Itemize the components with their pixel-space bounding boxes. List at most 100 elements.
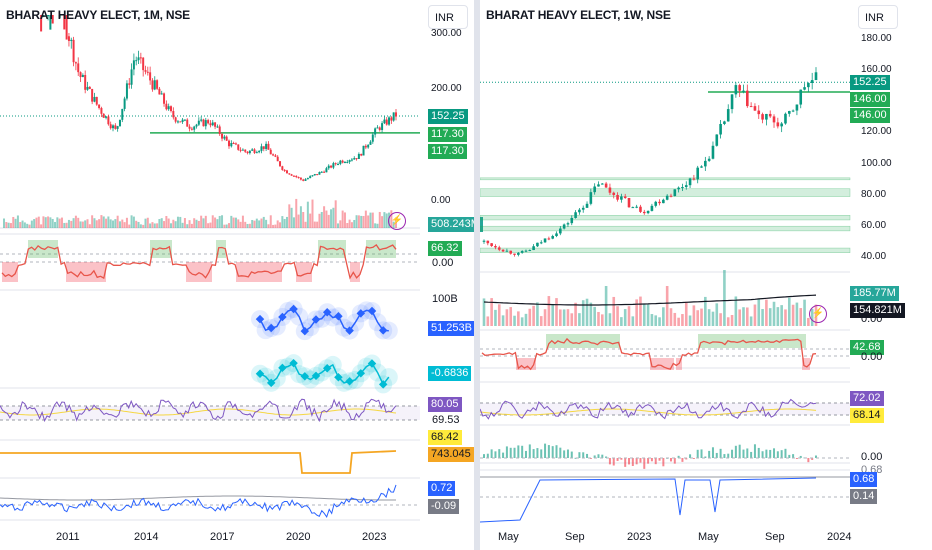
price-candle	[260, 146, 263, 151]
volume-bar	[95, 220, 98, 228]
price-candle	[246, 151, 249, 154]
right-chart-canvas[interactable]	[480, 0, 932, 550]
volume-bar	[81, 221, 84, 228]
volume-bar	[202, 218, 205, 228]
volume-bar	[216, 219, 219, 228]
price-candle	[357, 153, 360, 159]
volume-bar	[662, 307, 665, 326]
left-corr-badge: 0.72	[428, 481, 456, 496]
volume-bar	[654, 315, 658, 326]
price-candle	[218, 126, 221, 134]
left-currency-button[interactable]: INR	[428, 5, 468, 29]
cum-cyan-marker	[356, 369, 366, 378]
right-price-tick: 60.00	[861, 220, 887, 231]
lightning-icon[interactable]: ⚡	[388, 212, 406, 230]
histogram-bar	[692, 458, 695, 459]
histogram-bar	[761, 451, 764, 458]
price-candle	[593, 186, 596, 193]
price-candle	[723, 121, 726, 124]
volume-bar	[517, 311, 520, 326]
volume-bar	[88, 224, 91, 228]
right-currency-button[interactable]: INR	[858, 5, 898, 29]
price-candle	[730, 94, 734, 110]
price-candle	[146, 71, 149, 73]
volume-bar	[787, 297, 791, 326]
cum-blue-marker	[266, 323, 276, 333]
price-candle	[362, 145, 365, 156]
price-candle	[795, 104, 799, 111]
volume-bar	[30, 220, 33, 228]
histogram-bar	[704, 456, 707, 458]
histogram-bar	[650, 458, 653, 462]
volume-bar	[67, 219, 70, 228]
volume-bar	[635, 299, 638, 326]
lightning-icon[interactable]: ⚡	[809, 305, 827, 323]
price-candle	[51, 15, 54, 24]
price-candle	[153, 80, 156, 90]
histogram-bar	[513, 447, 516, 458]
price-candle	[290, 174, 293, 176]
volume-bar	[279, 222, 282, 228]
price-candle	[74, 62, 77, 64]
histogram-bar	[544, 443, 547, 458]
price-candle	[635, 206, 638, 208]
volume-bar	[276, 220, 279, 228]
cum-blue-marker	[255, 314, 265, 324]
price-candle	[323, 171, 326, 173]
price-candle	[528, 250, 532, 252]
volume-bar	[44, 217, 47, 228]
histogram-bar	[784, 448, 787, 458]
price-candle	[562, 224, 566, 229]
right-volume-zero: 0.00	[861, 313, 883, 325]
volume-bar	[348, 219, 351, 228]
price-candle	[248, 150, 251, 154]
price-candle	[780, 123, 783, 127]
histogram-bar	[540, 449, 543, 458]
price-candle	[337, 163, 340, 165]
left-chart-canvas[interactable]	[0, 0, 474, 550]
left-x-label: 2011	[56, 531, 80, 543]
volume-bar	[35, 217, 38, 228]
histogram-bar	[563, 450, 566, 458]
support-zone	[480, 177, 851, 181]
price-candle	[58, 15, 61, 18]
volume-bar	[309, 213, 312, 228]
volume-bar	[130, 215, 133, 228]
histogram-bar	[624, 458, 627, 467]
price-candle	[600, 183, 604, 185]
volume-bar	[183, 218, 186, 228]
price-candle	[49, 15, 52, 30]
price-candle	[353, 158, 356, 160]
volume-bar	[197, 220, 200, 228]
panel-divider[interactable]	[474, 0, 480, 550]
volume-bar	[327, 214, 330, 228]
support-zone	[480, 225, 851, 232]
price-candle	[167, 106, 170, 110]
price-candle	[559, 228, 562, 234]
price-candle	[47, 15, 50, 17]
price-candle	[304, 179, 307, 181]
volume-bar	[292, 217, 295, 228]
volume-bar	[574, 302, 577, 326]
price-candle	[355, 158, 358, 160]
volume-bar	[600, 314, 604, 326]
left-chart-panel[interactable]: BHARAT HEAVY ELECT, 1M, NSE INR 300.00 2…	[0, 0, 483, 550]
volume-bar	[639, 296, 642, 326]
price-candle	[383, 119, 386, 124]
volume-bar	[121, 219, 124, 228]
volume-bar	[107, 216, 110, 228]
histogram-bar	[727, 453, 730, 458]
osc-line	[1, 243, 397, 280]
volume-bar	[723, 270, 726, 326]
volume-bar	[23, 222, 26, 228]
volume-bar	[7, 222, 10, 228]
right-chart-panel[interactable]: BHARAT HEAVY ELECT, 1W, NSE INR 180.00 1…	[480, 0, 932, 550]
volume-bar	[776, 307, 780, 326]
volume-bar	[230, 215, 233, 228]
price-candle	[757, 110, 761, 115]
volume-bar	[40, 224, 43, 228]
histogram-bar	[654, 458, 657, 465]
cum-blue-marker	[367, 306, 377, 316]
volume-bar	[772, 301, 776, 326]
volume-bar	[260, 218, 263, 228]
